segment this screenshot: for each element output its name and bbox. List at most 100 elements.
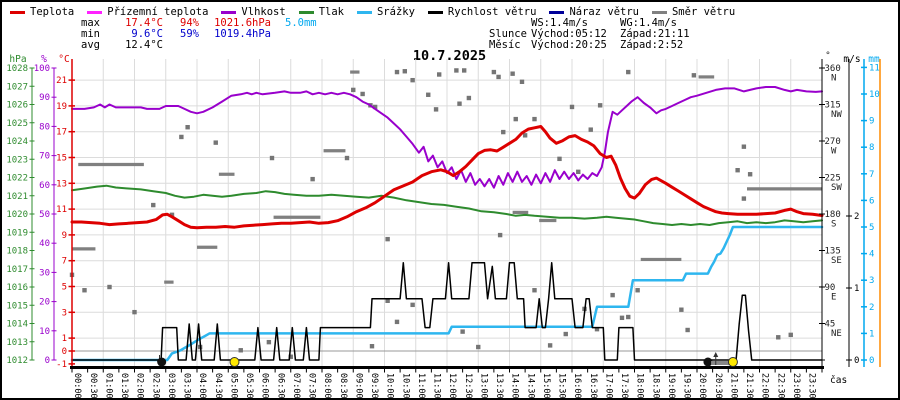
svg-text:270: 270 (825, 137, 841, 147)
svg-text:06:00: 06:00 (260, 373, 270, 399)
svg-text:315: 315 (825, 101, 841, 111)
svg-text:2: 2 (869, 303, 874, 313)
svg-text:1015: 1015 (6, 301, 28, 311)
legend-label: Vlhkost (241, 6, 286, 18)
stats-value: 94% (180, 17, 199, 29)
svg-text:1026: 1026 (6, 101, 28, 111)
svg-text:11: 11 (869, 63, 880, 73)
wind-direction-dot (741, 144, 747, 149)
svg-text:05:30: 05:30 (244, 373, 254, 399)
svg-text:04:00: 04:00 (197, 373, 207, 399)
wind-direction-dot (460, 329, 465, 334)
svg-text:S: S (831, 220, 836, 230)
svg-text:NW: NW (831, 110, 842, 120)
wind-direction-dot (619, 315, 625, 321)
svg-text:E: E (831, 293, 836, 303)
svg-text:100: 100 (34, 64, 50, 74)
wind-direction-dot (532, 288, 537, 293)
legend-item-teplota: Teplota (10, 6, 74, 18)
stats-value: min (81, 28, 100, 40)
wind-direction-dot (151, 202, 156, 208)
svg-text:21:30: 21:30 (744, 373, 754, 399)
wind-direction-dot (179, 134, 184, 140)
series-tlak (71, 184, 823, 226)
svg-text:SW: SW (831, 183, 842, 193)
svg-text:0: 0 (869, 356, 874, 366)
svg-text:NE: NE (831, 329, 842, 339)
svg-text:30: 30 (39, 268, 50, 278)
svg-text:17: 17 (56, 128, 67, 138)
svg-text:360: 360 (825, 64, 841, 74)
svg-text:1019: 1019 (6, 228, 28, 238)
stats-row: max 17.4°C 94% 1021.6hPa 5.0mm (81, 18, 317, 29)
svg-text:2: 2 (854, 212, 859, 222)
svg-text:°C: °C (58, 54, 69, 65)
svg-text:1027: 1027 (6, 82, 28, 92)
grid (72, 59, 822, 367)
wind-direction-dot (610, 292, 615, 298)
svg-text:11:30: 11:30 (432, 373, 442, 399)
svg-text:20:30: 20:30 (713, 373, 723, 399)
svg-text:04:30: 04:30 (213, 373, 223, 399)
svg-text:15: 15 (56, 154, 67, 164)
svg-text:3: 3 (869, 276, 874, 286)
wind-direction-dot (410, 302, 415, 308)
wind-direction-dot (513, 116, 518, 122)
wind-direction-dot (679, 307, 684, 312)
wind-direction-dot (626, 69, 631, 75)
wind-direction-dot (369, 344, 375, 349)
svg-text:8: 8 (869, 143, 874, 153)
wind-direction-dot (532, 116, 537, 122)
svg-text:70: 70 (39, 152, 50, 162)
wind-direction-dot (132, 309, 137, 315)
svg-text:08:00: 08:00 (322, 373, 332, 399)
svg-text:5: 5 (62, 283, 67, 293)
wind-direction-dot (372, 104, 378, 110)
svg-text:07:30: 07:30 (307, 373, 317, 399)
svg-text:hPa: hPa (9, 54, 26, 65)
wind-direction-dot (213, 140, 218, 145)
legend-label: Přízemní teplota (107, 6, 209, 18)
stats-value: 5.0mm (285, 17, 317, 29)
wind-direction-dot (497, 232, 503, 238)
stats-value: Slunce (489, 28, 527, 40)
legend-item-vlhkost: Vlhkost (221, 6, 286, 18)
stats-summary: max 17.4°C 94% 1021.6hPa 5.0mm min 9.6°C 59% 101… (81, 18, 317, 51)
svg-text:15:30: 15:30 (557, 373, 567, 399)
svg-text:19:30: 19:30 (682, 373, 692, 399)
legend-swatch (427, 10, 443, 14)
legend-label: Srážky (376, 6, 415, 18)
svg-text:1025: 1025 (6, 119, 28, 129)
svg-text:1: 1 (62, 334, 67, 344)
svg-text:11: 11 (56, 205, 67, 215)
wind-direction-dot (747, 172, 753, 177)
svg-text:50: 50 (39, 210, 50, 220)
legend-item-sm-r-v-tru: Směr větru (651, 6, 735, 18)
wind-direction-dot (433, 107, 439, 112)
svg-text:21:00: 21:00 (728, 373, 738, 399)
svg-text:22:00: 22:00 (760, 373, 770, 399)
svg-text:0: 0 (45, 356, 50, 366)
wind-direction-dot (385, 236, 390, 242)
wind-direction-dot (82, 288, 87, 293)
svg-text:12:00: 12:00 (447, 373, 457, 399)
svg-text:9: 9 (62, 231, 67, 241)
wind-direction-dot (691, 73, 697, 78)
stats-value: WG:1.4m/s (620, 17, 677, 29)
svg-text:5: 5 (869, 223, 874, 233)
wind-direction-marks (69, 68, 822, 359)
wind-direction-dot (594, 326, 600, 332)
svg-text:1028: 1028 (6, 64, 28, 74)
svg-text:90: 90 (39, 93, 50, 103)
svg-text:3: 3 (62, 308, 67, 318)
svg-text:20:00: 20:00 (697, 373, 707, 399)
humidity-axis: 0 10 20 30 40 50 60 70 80 90 100% (34, 54, 57, 366)
stats-value: 1021.6hPa (214, 17, 271, 29)
stats-value: Východ:05:12 (531, 28, 607, 40)
svg-text:7: 7 (869, 170, 874, 180)
svg-text:%: % (41, 54, 47, 65)
legend-item-n-raz-v-tru: Náraz větru (549, 6, 639, 18)
svg-text:10:30: 10:30 (400, 373, 410, 399)
wind-direction-dot (626, 314, 631, 320)
